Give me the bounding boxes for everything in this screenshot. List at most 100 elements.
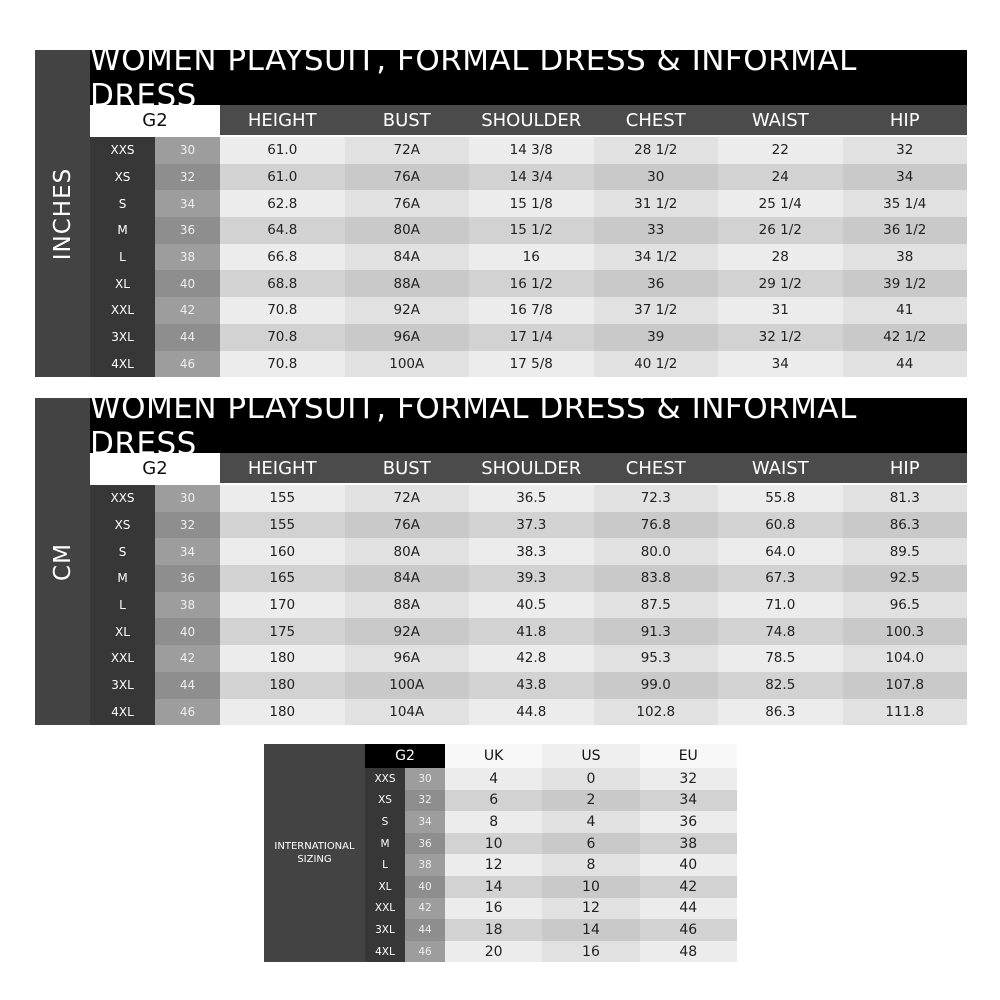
- table-row: 4XL 46 20 16 48: [365, 940, 737, 963]
- cell-uk: 12: [445, 854, 543, 876]
- size-label: XXS: [365, 768, 405, 790]
- cell-us: 10: [542, 875, 640, 898]
- cell-hip: 36 1/2: [842, 217, 967, 244]
- cell-waist: 34: [718, 350, 843, 378]
- cell-height: 66.8: [220, 243, 345, 271]
- cell-bust: 84A: [344, 565, 469, 592]
- cell-shoulder: 43.8: [469, 671, 594, 699]
- cell-bust: 100A: [344, 350, 469, 378]
- cell-hip: 39 1/2: [842, 270, 967, 298]
- cell-hip: 44: [842, 350, 967, 378]
- cell-uk: 20: [445, 940, 543, 963]
- cell-height: 68.8: [220, 270, 345, 298]
- cell-shoulder: 37.3: [469, 511, 594, 539]
- cell-shoulder: 39.3: [469, 565, 594, 592]
- size-label: XXS: [90, 137, 155, 164]
- cell-chest: 33: [593, 217, 718, 244]
- table-row: 4XL 46 180 104A 44.8 102.8 86.3 111.8: [90, 698, 967, 726]
- size-label: L: [90, 243, 155, 271]
- cell-height: 155: [220, 485, 345, 512]
- size-number: 36: [405, 832, 445, 855]
- cell-shoulder: 14 3/4: [469, 163, 594, 191]
- size-number: 42: [155, 645, 220, 672]
- cell-waist: 22: [718, 137, 843, 164]
- table-row: L 38 12 8 40: [365, 854, 737, 876]
- cell-eu: 48: [639, 940, 737, 963]
- cell-bust: 100A: [344, 671, 469, 699]
- header-row: G2 HEIGHT BUST SHOULDER CHEST WAIST HIP: [90, 105, 967, 135]
- size-number: 30: [155, 485, 220, 512]
- cell-uk: 6: [445, 789, 543, 812]
- size-number: 34: [405, 811, 445, 833]
- cell-shoulder: 16 7/8: [469, 297, 594, 324]
- cell-chest: 36: [593, 270, 718, 298]
- size-number: 30: [155, 137, 220, 164]
- cell-hip: 81.3: [842, 485, 967, 512]
- table-row: M 36 165 84A 39.3 83.8 67.3 92.5: [90, 565, 967, 592]
- size-label: XS: [365, 789, 405, 812]
- brand-header: G2: [90, 453, 220, 483]
- size-number: 46: [155, 350, 220, 378]
- cell-chest: 95.3: [593, 645, 718, 672]
- cell-shoulder: 16: [469, 243, 594, 271]
- cell-hip: 104.0: [842, 645, 967, 672]
- size-label: L: [365, 854, 405, 876]
- cell-height: 64.8: [220, 217, 345, 244]
- table-row: XL 40 68.8 88A 16 1/2 36 29 1/2 39 1/2: [90, 270, 967, 298]
- cell-shoulder: 42.8: [469, 645, 594, 672]
- table-row: XL 40 14 10 42: [365, 875, 737, 898]
- column-header-chest: CHEST: [625, 109, 686, 131]
- cell-hip: 41: [842, 297, 967, 324]
- table-row: XXL 42 16 12 44: [365, 897, 737, 920]
- size-label: 3XL: [365, 919, 405, 941]
- header-row: G2 HEIGHT BUST SHOULDER CHEST WAIST HIP: [90, 453, 967, 483]
- size-number: 32: [155, 511, 220, 539]
- table-row: XXL 42 70.8 92A 16 7/8 37 1/2 31 41: [90, 297, 967, 324]
- size-label: XXL: [90, 297, 155, 324]
- table-row: 3XL 44 18 14 46: [365, 919, 737, 941]
- table-row: XL 40 175 92A 41.8 91.3 74.8 100.3: [90, 618, 967, 646]
- cell-uk: 10: [445, 832, 543, 855]
- chart-title: WOMEN PLAYSUIT, FORMAL DRESS & INFORMAL …: [90, 42, 967, 114]
- cell-height: 61.0: [220, 163, 345, 191]
- cell-height: 175: [220, 618, 345, 646]
- size-label: XS: [90, 511, 155, 539]
- chart-title: WOMEN PLAYSUIT, FORMAL DRESS & INFORMAL …: [90, 390, 967, 462]
- cell-shoulder: 44.8: [469, 698, 594, 726]
- size-label: S: [90, 190, 155, 218]
- size-label: M: [90, 217, 155, 244]
- cell-uk: 8: [445, 811, 543, 833]
- size-label: M: [365, 832, 405, 855]
- size-number: 44: [155, 671, 220, 699]
- cell-uk: 4: [445, 768, 543, 790]
- size-label: 4XL: [90, 350, 155, 378]
- column-header-hip: HIP: [889, 457, 920, 479]
- size-label: XXS: [90, 485, 155, 512]
- cell-hip: 35 1/4: [842, 190, 967, 218]
- cell-chest: 80.0: [593, 538, 718, 566]
- cell-bust: 92A: [344, 618, 469, 646]
- cell-bust: 88A: [344, 591, 469, 619]
- cell-eu: 34: [639, 789, 737, 812]
- cell-eu: 36: [639, 811, 737, 833]
- column-header-height: HEIGHT: [247, 457, 317, 479]
- cell-waist: 31: [718, 297, 843, 324]
- unit-label: CM: [49, 542, 76, 581]
- inches-size-chart: INCHES WOMEN PLAYSUIT, FORMAL DRESS & IN…: [35, 42, 967, 378]
- cell-bust: 96A: [344, 645, 469, 672]
- size-label: M: [90, 565, 155, 592]
- column-header-waist: WAIST: [751, 457, 809, 479]
- cell-chest: 72.3: [593, 485, 718, 512]
- cell-bust: 84A: [344, 243, 469, 271]
- cell-height: 170: [220, 591, 345, 619]
- cell-bust: 76A: [344, 190, 469, 218]
- international-sizing-chart: INTERNATIONAL SIZING G2 UK US EU XXS 30 4 0 32 XS…: [264, 744, 737, 963]
- size-number: 44: [155, 323, 220, 351]
- cell-shoulder: 16 1/2: [469, 270, 594, 298]
- size-label: S: [365, 811, 405, 833]
- cell-bust: 72A: [344, 137, 469, 164]
- unit-label-band: INCHES: [35, 50, 90, 377]
- cell-hip: 96.5: [842, 591, 967, 619]
- table-body: XXS 30 61.0 72A 14 3/8 28 1/2 22 32 XS 32 61.0 76A 1…: [90, 137, 967, 378]
- table-body: XXS 30 155 72A 36.5 72.3 55.8 81.3 XS 32 155 76A 37.…: [90, 485, 967, 726]
